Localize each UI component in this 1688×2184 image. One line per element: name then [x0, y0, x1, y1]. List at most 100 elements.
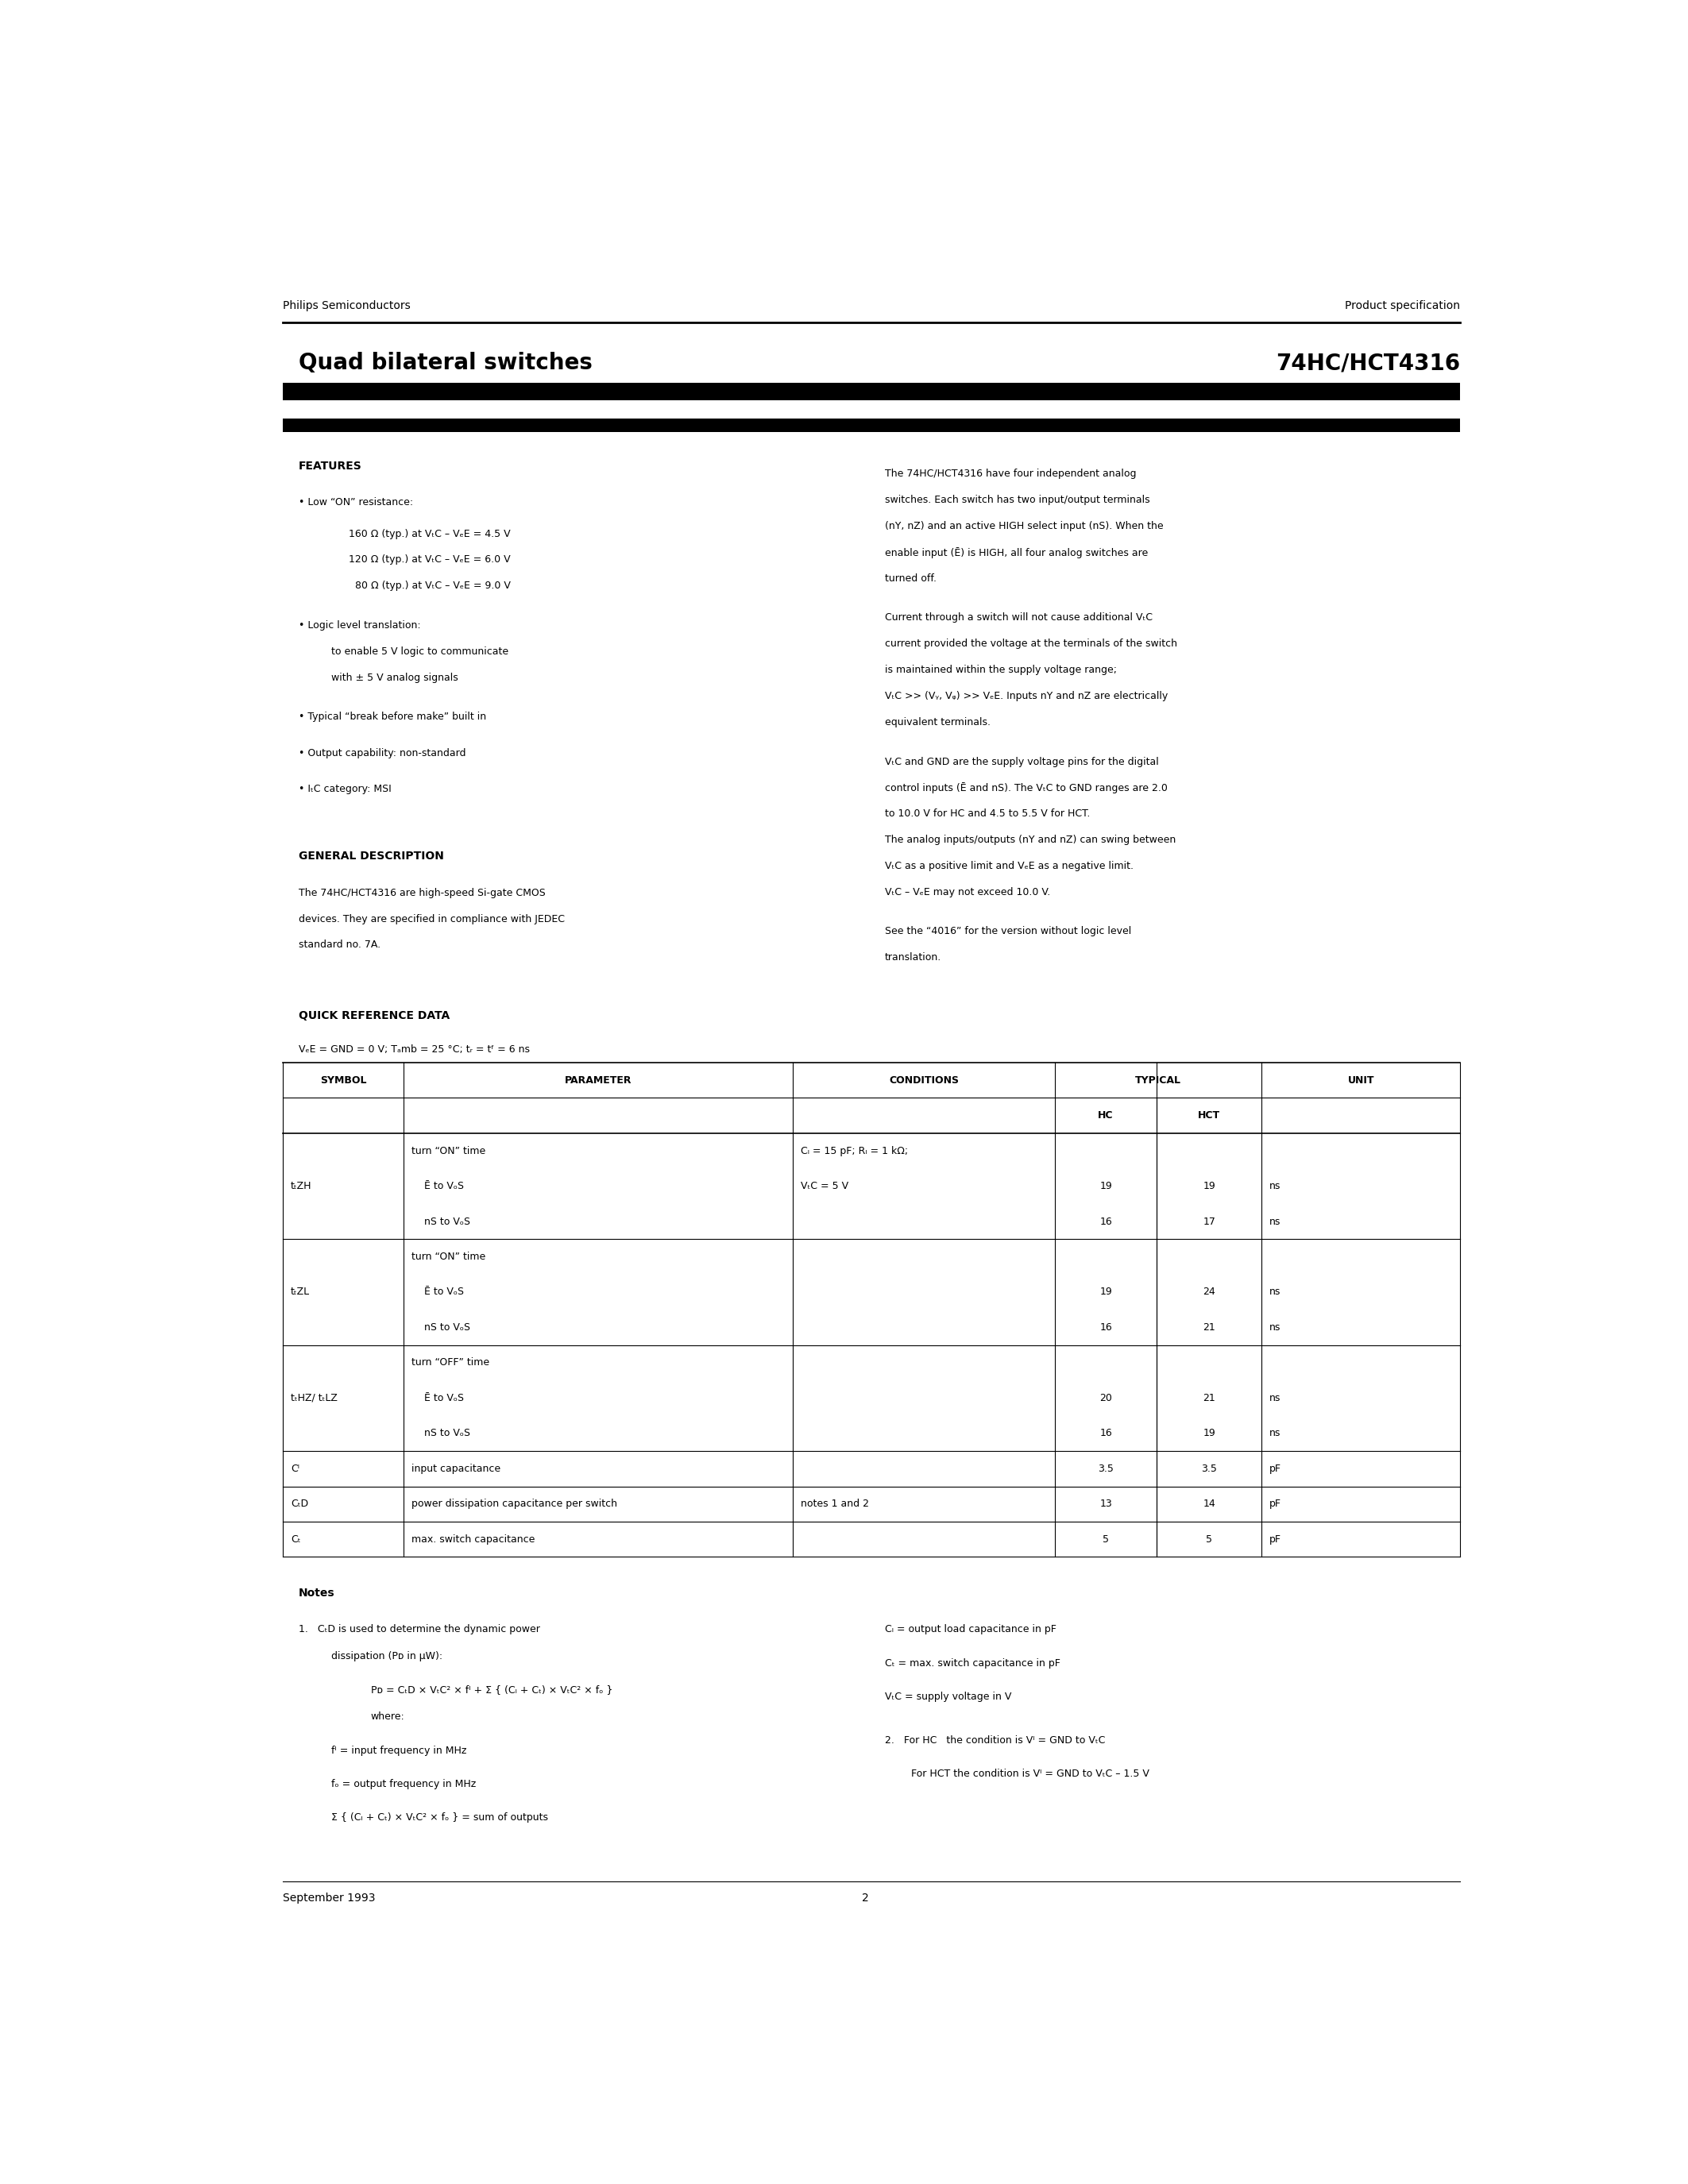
Text: Ē to VₒS: Ē to VₒS [424, 1286, 464, 1297]
Text: to 10.0 V for HC and 4.5 to 5.5 V for HCT.: to 10.0 V for HC and 4.5 to 5.5 V for HC… [885, 808, 1090, 819]
Text: ns: ns [1269, 1216, 1281, 1227]
Text: nS to VₒS: nS to VₒS [424, 1216, 471, 1227]
Text: turn “OFF” time: turn “OFF” time [412, 1358, 490, 1367]
Text: • IₜC category: MSI: • IₜC category: MSI [299, 784, 392, 795]
Text: power dissipation capacitance per switch: power dissipation capacitance per switch [412, 1498, 616, 1509]
Text: pF: pF [1269, 1498, 1281, 1509]
Text: translation.: translation. [885, 952, 942, 963]
Text: 13: 13 [1099, 1498, 1112, 1509]
Text: current provided the voltage at the terminals of the switch: current provided the voltage at the term… [885, 638, 1177, 649]
Text: 21: 21 [1204, 1393, 1215, 1402]
Text: tₜHZ/ tₜLZ: tₜHZ/ tₜLZ [290, 1393, 338, 1402]
Text: The analog inputs/outputs (nY and nZ) can swing between: The analog inputs/outputs (nY and nZ) ca… [885, 834, 1175, 845]
Text: nS to VₒS: nS to VₒS [424, 1428, 471, 1439]
Text: ns: ns [1269, 1428, 1281, 1439]
Text: VₜC as a positive limit and VₑE as a negative limit.: VₜC as a positive limit and VₑE as a neg… [885, 860, 1133, 871]
Text: • Typical “break before make” built in: • Typical “break before make” built in [299, 712, 486, 723]
Text: ns: ns [1269, 1182, 1281, 1190]
Text: • Output capability: non-standard: • Output capability: non-standard [299, 749, 466, 758]
Text: with ± 5 V analog signals: with ± 5 V analog signals [331, 673, 457, 684]
Text: CₜD: CₜD [290, 1498, 309, 1509]
Text: 20: 20 [1099, 1393, 1112, 1402]
Text: HC: HC [1099, 1109, 1114, 1120]
Text: UNIT: UNIT [1347, 1075, 1374, 1085]
Text: turn “ON” time: turn “ON” time [412, 1251, 484, 1262]
Text: QUICK REFERENCE DATA: QUICK REFERENCE DATA [299, 1011, 449, 1022]
Text: 80 Ω (typ.) at VₜC – VₑE = 9.0 V: 80 Ω (typ.) at VₜC – VₑE = 9.0 V [348, 581, 510, 592]
Text: fₒ = output frequency in MHz: fₒ = output frequency in MHz [331, 1780, 476, 1789]
Text: fᴵ = input frequency in MHz: fᴵ = input frequency in MHz [331, 1745, 466, 1756]
Text: VₜC = supply voltage in V: VₜC = supply voltage in V [885, 1690, 1011, 1701]
Text: Pᴅ = CₜD × VₜC² × fᴵ + Σ { (Cₗ + Cₜ) × VₜC² × fₒ }: Pᴅ = CₜD × VₜC² × fᴵ + Σ { (Cₗ + Cₜ) × V… [371, 1684, 613, 1695]
Text: For HCT the condition is Vᴵ = GND to VₜC – 1.5 V: For HCT the condition is Vᴵ = GND to VₜC… [912, 1769, 1150, 1780]
Text: 5: 5 [1205, 1533, 1212, 1544]
Text: PARAMETER: PARAMETER [565, 1075, 631, 1085]
Text: • Low “ON” resistance:: • Low “ON” resistance: [299, 498, 414, 509]
Text: Notes: Notes [299, 1588, 334, 1599]
Text: 19: 19 [1204, 1182, 1215, 1190]
Text: turned off.: turned off. [885, 572, 937, 583]
Text: • Logic level translation:: • Logic level translation: [299, 620, 420, 631]
Text: VₜC and GND are the supply voltage pins for the digital: VₜC and GND are the supply voltage pins … [885, 756, 1158, 767]
Text: enable input (Ē) is HIGH, all four analog switches are: enable input (Ē) is HIGH, all four analo… [885, 548, 1148, 559]
Text: pF: pF [1269, 1533, 1281, 1544]
Text: standard no. 7A.: standard no. 7A. [299, 939, 380, 950]
Text: TYPICAL: TYPICAL [1134, 1075, 1182, 1085]
Text: Cₗ = output load capacitance in pF: Cₗ = output load capacitance in pF [885, 1625, 1057, 1634]
Text: Cₜ: Cₜ [290, 1533, 300, 1544]
Text: 120 Ω (typ.) at VₜC – VₑE = 6.0 V: 120 Ω (typ.) at VₜC – VₑE = 6.0 V [348, 555, 510, 566]
Text: notes 1 and 2: notes 1 and 2 [802, 1498, 869, 1509]
Text: VₜC = 5 V: VₜC = 5 V [802, 1182, 849, 1190]
Text: September 1993: September 1993 [284, 1894, 375, 1904]
Text: 3.5: 3.5 [1202, 1463, 1217, 1474]
Text: Σ { (Cₗ + Cₜ) × VₜC² × fₒ } = sum of outputs: Σ { (Cₗ + Cₜ) × VₜC² × fₒ } = sum of out… [331, 1813, 549, 1824]
Text: CONDITIONS: CONDITIONS [890, 1075, 959, 1085]
Text: SYMBOL: SYMBOL [321, 1075, 366, 1085]
Text: 2: 2 [861, 1894, 869, 1904]
Text: Cᴵ: Cᴵ [290, 1463, 299, 1474]
Text: 1.   CₜD is used to determine the dynamic power: 1. CₜD is used to determine the dynamic … [299, 1625, 540, 1634]
Text: (nY, nZ) and an active HIGH select input (nS). When the: (nY, nZ) and an active HIGH select input… [885, 522, 1163, 531]
Text: 16: 16 [1099, 1216, 1112, 1227]
Text: ns: ns [1269, 1393, 1281, 1402]
Text: nS to VₒS: nS to VₒS [424, 1321, 471, 1332]
Text: Cₜ = max. switch capacitance in pF: Cₜ = max. switch capacitance in pF [885, 1658, 1060, 1669]
Text: HCT: HCT [1198, 1109, 1220, 1120]
Text: The 74HC/HCT4316 are high-speed Si-gate CMOS: The 74HC/HCT4316 are high-speed Si-gate … [299, 887, 545, 898]
Text: pF: pF [1269, 1463, 1281, 1474]
Text: tₜZL: tₜZL [290, 1286, 311, 1297]
Text: 14: 14 [1204, 1498, 1215, 1509]
Text: See the “4016” for the version without logic level: See the “4016” for the version without l… [885, 926, 1131, 937]
Text: Quad bilateral switches: Quad bilateral switches [299, 352, 592, 373]
Text: ns: ns [1269, 1321, 1281, 1332]
Text: equivalent terminals.: equivalent terminals. [885, 716, 991, 727]
Text: 24: 24 [1204, 1286, 1215, 1297]
Text: 74HC/HCT4316: 74HC/HCT4316 [1276, 352, 1460, 373]
Text: 21: 21 [1204, 1321, 1215, 1332]
Text: dissipation (Pᴅ in μW):: dissipation (Pᴅ in μW): [331, 1651, 442, 1662]
Text: Ē to VₒS: Ē to VₒS [424, 1182, 464, 1190]
Text: where:: where: [371, 1712, 405, 1721]
Text: GENERAL DESCRIPTION: GENERAL DESCRIPTION [299, 852, 444, 863]
Text: 2.   For HC   the condition is Vᴵ = GND to VₜC: 2. For HC the condition is Vᴵ = GND to V… [885, 1736, 1106, 1745]
Text: devices. They are specified in compliance with JEDEC: devices. They are specified in complianc… [299, 913, 565, 924]
Text: turn “ON” time: turn “ON” time [412, 1147, 484, 1155]
Text: 5: 5 [1102, 1533, 1109, 1544]
Text: 19: 19 [1099, 1182, 1112, 1190]
Text: ns: ns [1269, 1286, 1281, 1297]
Text: is maintained within the supply voltage range;: is maintained within the supply voltage … [885, 664, 1117, 675]
Text: max. switch capacitance: max. switch capacitance [412, 1533, 535, 1544]
Text: VₑE = GND = 0 V; Tₐmb = 25 °C; tᵣ = tᶠ = 6 ns: VₑE = GND = 0 V; Tₐmb = 25 °C; tᵣ = tᶠ =… [299, 1044, 530, 1055]
Text: input capacitance: input capacitance [412, 1463, 500, 1474]
Text: The 74HC/HCT4316 have four independent analog: The 74HC/HCT4316 have four independent a… [885, 470, 1136, 478]
Text: 3.5: 3.5 [1097, 1463, 1114, 1474]
Text: switches. Each switch has two input/output terminals: switches. Each switch has two input/outp… [885, 496, 1150, 505]
Text: VₜC >> (Vᵧ, Vᵩ) >> VₑE. Inputs nY and nZ are electrically: VₜC >> (Vᵧ, Vᵩ) >> VₑE. Inputs nY and nZ… [885, 690, 1168, 701]
Text: Product specification: Product specification [1345, 299, 1460, 312]
Text: tₜZH: tₜZH [290, 1182, 312, 1190]
Text: 16: 16 [1099, 1321, 1112, 1332]
Text: control inputs (Ē and nS). The VₜC to GND ranges are 2.0: control inputs (Ē and nS). The VₜC to GN… [885, 782, 1168, 793]
Text: to enable 5 V logic to communicate: to enable 5 V logic to communicate [331, 646, 508, 657]
Text: Philips Semiconductors: Philips Semiconductors [284, 299, 410, 312]
Text: Ē to VₒS: Ē to VₒS [424, 1393, 464, 1402]
